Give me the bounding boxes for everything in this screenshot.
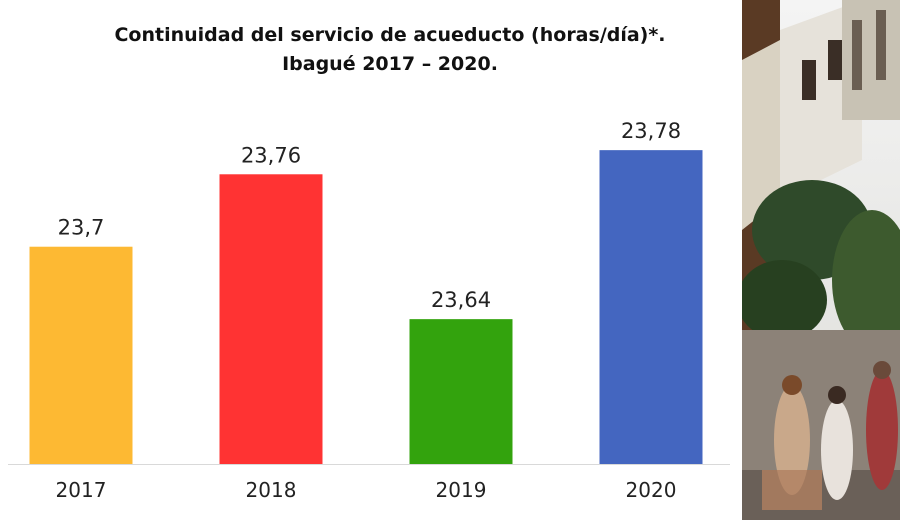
x-tick-label-2017: 2017 [56,478,107,502]
data-label-2020: 23,78 [621,119,681,143]
bar-2018 [219,174,323,465]
chart-title: Continuidad del servicio de acueducto (h… [114,24,666,46]
bar-chart: 23,7 2017 23,76 2018 23,64 2019 23,78 2020 [8,119,730,502]
chart-panel: Continuidad del servicio de acueducto (h… [8,24,730,502]
x-tick-label-2019: 2019 [436,478,487,502]
data-label-2018: 23,76 [241,143,301,167]
bar-2020 [599,150,703,464]
bar-2017 [29,246,133,464]
bar-2019 [409,319,513,464]
data-label-2017: 23,7 [58,216,105,240]
x-tick-label-2020: 2020 [626,478,677,502]
data-label-2019: 23,64 [431,288,491,312]
x-tick-label-2018: 2018 [246,478,297,502]
street-photo [742,0,900,520]
chart-subtitle: Ibagué 2017 – 2020. [282,53,498,75]
